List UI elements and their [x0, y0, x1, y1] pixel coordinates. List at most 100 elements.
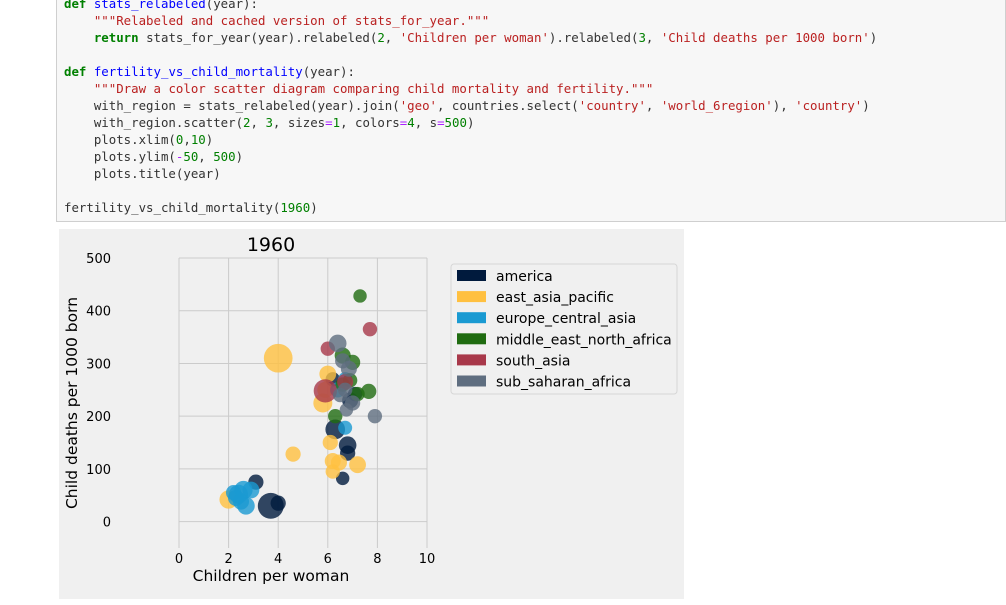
- code-line: with_region = stats_relabeled(year).join…: [64, 97, 877, 114]
- code-token: (year):: [205, 0, 258, 11]
- y-tick-label: 300: [86, 357, 111, 372]
- code-token: =: [437, 115, 445, 130]
- code-token: plots.title(year): [64, 166, 221, 181]
- code-token: 500: [444, 115, 467, 130]
- legend-swatch-middle_east_north_africa: [457, 333, 486, 345]
- code-line: fertility_vs_child_mortality(1960): [64, 199, 877, 216]
- code-token: ,: [645, 30, 661, 45]
- code-token: 4: [407, 115, 415, 130]
- code-token: ): [466, 115, 475, 130]
- code-token: ,: [250, 115, 266, 130]
- code-token: -: [175, 149, 184, 164]
- code-token: [64, 13, 94, 28]
- data-point-east_asia_pacific: [319, 365, 337, 383]
- code-line: """Relabeled and cached version of stats…: [64, 12, 877, 29]
- code-line: plots.ylim(-50, 500): [64, 148, 877, 165]
- code-token: ,: [384, 30, 400, 45]
- code-token: plots.ylim(: [64, 149, 176, 164]
- x-tick-label: 6: [324, 552, 332, 567]
- legend-label: sub_saharan_africa: [496, 375, 631, 391]
- data-point-east_asia_pacific: [349, 456, 366, 474]
- legend-swatch-america: [457, 270, 486, 281]
- data-point-europe_central_asia: [338, 420, 353, 435]
- code-token: 50: [183, 149, 199, 164]
- code-token: with_region = stats_relabeled(year).join…: [64, 98, 400, 113]
- code-token: 1: [332, 115, 341, 130]
- x-tick-label: 4: [274, 552, 282, 567]
- code-line: plots.title(year): [64, 165, 877, 182]
- code-token: return: [93, 30, 139, 45]
- code-token: 'Children per woman': [399, 30, 549, 45]
- x-tick-label: 0: [175, 552, 183, 567]
- code-token: (year):: [302, 64, 355, 79]
- code-token: 'country': [578, 98, 646, 113]
- code-token: fertility_vs_child_mortality: [93, 64, 303, 79]
- code-line: [64, 182, 877, 199]
- data-point-middle_east_north_africa: [353, 289, 367, 303]
- legend-swatch-sub_saharan_africa: [457, 375, 486, 387]
- code-token: 2: [377, 30, 385, 45]
- code-token: ,: [183, 132, 191, 147]
- code-line: plots.xlim(0,10): [64, 131, 877, 148]
- legend-swatch-east_asia_pacific: [457, 291, 486, 303]
- x-tick-label: 10: [419, 552, 436, 567]
- data-point-east_asia_pacific: [322, 434, 338, 451]
- code-token: , countries.select(: [437, 98, 579, 113]
- code-line: [64, 46, 877, 63]
- legend-label: middle_east_north_africa: [496, 332, 672, 348]
- code-line: return stats_for_year(year).relabeled(2,…: [64, 29, 877, 46]
- legend-label: america: [496, 269, 553, 285]
- code-token: ): [862, 98, 870, 113]
- data-point-middle_east_north_africa: [328, 409, 343, 424]
- code-token: ,: [645, 98, 661, 113]
- data-point-east_asia_pacific: [285, 446, 301, 462]
- legend-swatch-south_asia: [457, 354, 486, 366]
- x-axis-label: Children per woman: [193, 567, 350, 585]
- data-point-europe_central_asia: [232, 493, 250, 510]
- code-line: with_region.scatter(2, 3, sizes=1, color…: [64, 114, 877, 131]
- data-point-sub_saharan_africa: [367, 409, 383, 424]
- y-tick-label: 100: [86, 463, 111, 478]
- data-point-sub_saharan_africa: [328, 334, 347, 353]
- data-point-south_asia: [362, 322, 378, 337]
- y-axis-label: Child deaths per 1000 born: [63, 297, 81, 509]
- code-token: [64, 30, 94, 45]
- code-line: """Draw a color scatter diagram comparin…: [64, 80, 877, 97]
- code-token: ): [235, 149, 244, 164]
- y-tick-label: 200: [86, 410, 111, 425]
- legend-label: east_asia_pacific: [496, 290, 614, 306]
- data-point-europe_central_asia: [242, 481, 260, 499]
- code-token: 'world_6region': [660, 98, 773, 113]
- code-token: 2: [243, 115, 251, 130]
- code-token: , colors: [340, 115, 400, 130]
- code-token: def: [64, 64, 94, 79]
- code-token: with_region.scatter(: [64, 115, 244, 130]
- code-cell[interactable]: def stats_relabeled(year): """Relabeled …: [56, 0, 1006, 222]
- code-token: ,: [198, 149, 214, 164]
- code-token: 3: [638, 30, 646, 45]
- data-point-south_asia: [313, 379, 337, 403]
- code-token: ): [205, 132, 214, 147]
- code-token: , s: [414, 115, 438, 130]
- code-token: stats_relabeled: [93, 0, 206, 11]
- code-token: 'geo': [399, 98, 438, 113]
- code-editor[interactable]: def stats_relabeled(year): """Relabeled …: [64, 0, 877, 216]
- data-point-east_asia_pacific: [325, 464, 340, 479]
- y-tick-label: 400: [86, 305, 111, 320]
- code-token: ): [310, 200, 318, 215]
- y-tick-label: 0: [103, 516, 111, 531]
- legend-label: south_asia: [496, 353, 570, 369]
- code-line: def fertility_vs_child_mortality(year):: [64, 63, 877, 80]
- data-point-america: [335, 471, 350, 486]
- y-tick-label: 500: [86, 252, 111, 267]
- data-point-america: [270, 495, 286, 511]
- legend-label: europe_central_asia: [496, 311, 636, 327]
- code-token: """Relabeled and cached version of stats…: [93, 13, 490, 28]
- code-token: stats_for_year(year).relabeled(: [138, 30, 378, 45]
- code-token: """Draw a color scatter diagram comparin…: [93, 81, 654, 96]
- output-area: 0 2 4 6 8 10 0 100 200 300 400 500 1960 Children per …: [59, 229, 684, 599]
- legend-swatch-europe_central_asia: [457, 312, 486, 324]
- x-tick-label: 8: [373, 552, 381, 567]
- chart-title: 1960: [247, 234, 295, 256]
